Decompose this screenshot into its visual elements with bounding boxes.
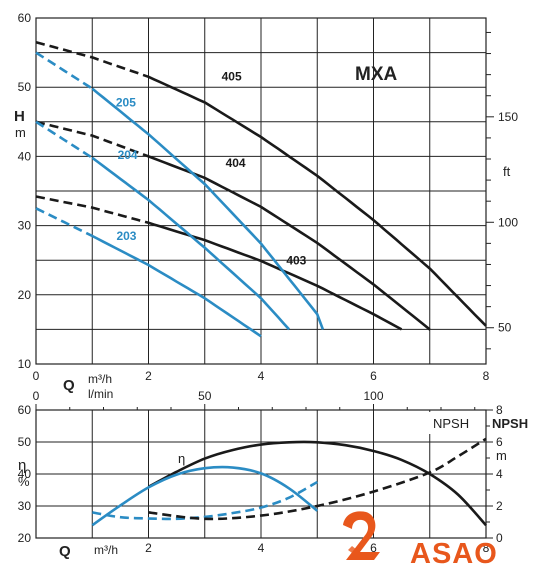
- npsh-tick-label: 0: [496, 531, 503, 545]
- flow-x-tick: 4: [258, 369, 265, 383]
- lmin-tick-label: 100: [363, 389, 383, 403]
- head-flow-chart: 10 20 30 40 50 60 50 100 150 0 2 4 6 8 0 50 100 MXA H…: [14, 11, 518, 410]
- efficiency-y-tick: 30: [18, 499, 32, 513]
- lmin-tick-label: 50: [198, 389, 212, 403]
- curve-label-204: 204: [118, 148, 138, 162]
- feet-tick-labels: 50 100 150: [486, 31, 518, 350]
- flow-x-tick: 0: [33, 369, 40, 383]
- curve-label-404: 404: [226, 156, 246, 170]
- curve-label-203: 203: [116, 229, 136, 243]
- bottom-flow-tick: 4: [258, 541, 265, 555]
- head-curve-205-dashed: [35, 51, 93, 90]
- efficiency-series-NPSH: [148, 437, 487, 521]
- head-chart-grid: [36, 18, 486, 364]
- efficiency-series-curve-2: [92, 480, 318, 521]
- lmin-tick-labels: 0 50 100: [33, 389, 476, 410]
- efficiency-curves: [91, 437, 487, 527]
- npsh-tick-label: 2: [496, 499, 503, 513]
- head-curve-205: [91, 87, 325, 330]
- flow-x-tick: 2: [145, 369, 152, 383]
- head-curve-405-dashed: [35, 40, 149, 79]
- head-y-tick: 40: [18, 149, 32, 163]
- npsh-tick-label: 8: [496, 403, 503, 417]
- bottom-flow-tick-labels: 2 4 6 8: [145, 541, 490, 555]
- head-y-tick: 50: [18, 80, 32, 94]
- head-axis-unit: m: [15, 125, 26, 140]
- curve-label-403: 403: [286, 253, 306, 267]
- lmin-axis-unit: l/min: [88, 387, 113, 401]
- efficiency-y-tick: 20: [18, 531, 32, 545]
- efficiency-series-eta: [147, 440, 487, 527]
- efficiency-series-curve-1: [91, 465, 319, 527]
- feet-tick-label: 50: [498, 321, 512, 335]
- bottom-flow-axis-unit: m³/h: [94, 543, 118, 557]
- flow-axis-letter: Q: [63, 377, 75, 394]
- npsh-axis-unit: m: [496, 448, 507, 463]
- head-chart-frame: [35, 17, 487, 365]
- bottom-flow-tick: 8: [483, 541, 490, 555]
- feet-tick-label: 150: [498, 110, 518, 124]
- npsh-box-label: NPSH: [433, 416, 469, 431]
- brand-name: ASAO: [410, 538, 498, 567]
- head-y-tick: 30: [18, 219, 32, 233]
- efficiency-curve-label: η: [178, 451, 185, 466]
- head-curve-403-dashed: [35, 195, 149, 225]
- head-curve-404: [148, 155, 431, 331]
- asao-logo: ASAO: [343, 511, 498, 567]
- head-curves: [35, 40, 487, 338]
- bottom-flow-axis-letter: Q: [59, 543, 71, 560]
- flow-x-tick: 8: [483, 369, 490, 383]
- head-curve-204-dashed: [35, 120, 93, 159]
- feet-tick-label: 100: [498, 215, 518, 229]
- head-curve-405: [147, 75, 487, 327]
- head-y-tick: 60: [18, 11, 32, 25]
- npsh-axis-label: NPSH: [492, 416, 528, 431]
- efficiency-axis-unit: %: [18, 474, 30, 489]
- npsh-tick-label: 6: [496, 435, 503, 449]
- lmin-tick-label: 0: [33, 389, 40, 403]
- asao-logo-mark: [343, 511, 380, 560]
- chart-title: MXA: [355, 64, 398, 85]
- efficiency-axis-symbol: η: [18, 457, 26, 474]
- bottom-flow-tick: 2: [145, 541, 152, 555]
- asao-logo-swoosh: [348, 546, 370, 560]
- bottom-flow-tick: 6: [370, 541, 377, 555]
- flow-x-tick-labels: 0 2 4 6 8: [33, 369, 490, 383]
- head-axis-label: H: [14, 108, 25, 125]
- efficiency-y-tick-labels: 20 30 40 50 60: [18, 403, 32, 545]
- npsh-tick-label: 4: [496, 467, 503, 481]
- head-curve-labels: 405 404 403 205 204 203: [116, 69, 307, 267]
- feet-axis-unit: ft: [503, 164, 511, 179]
- curve-label-405: 405: [222, 69, 242, 83]
- flow-x-tick: 6: [370, 369, 377, 383]
- head-y-tick: 20: [18, 288, 32, 302]
- curve-label-205: 205: [116, 96, 136, 110]
- head-curve-404-dashed: [35, 120, 149, 158]
- head-curve-203: [91, 234, 262, 338]
- head-y-tick: 10: [18, 357, 32, 371]
- head-y-tick-labels: 10 20 30 40 50 60: [18, 11, 32, 371]
- efficiency-y-tick: 60: [18, 403, 32, 417]
- flow-axis-unit: m³/h: [88, 372, 112, 386]
- npsh-tick-labels: 0 2 4 6 8: [486, 403, 503, 545]
- npsh-label-box: [428, 412, 484, 434]
- head-curve-203-dashed: [35, 207, 93, 238]
- efficiency-y-tick: 40: [18, 467, 32, 481]
- head-curve-204: [91, 156, 291, 331]
- efficiency-y-tick: 50: [18, 435, 32, 449]
